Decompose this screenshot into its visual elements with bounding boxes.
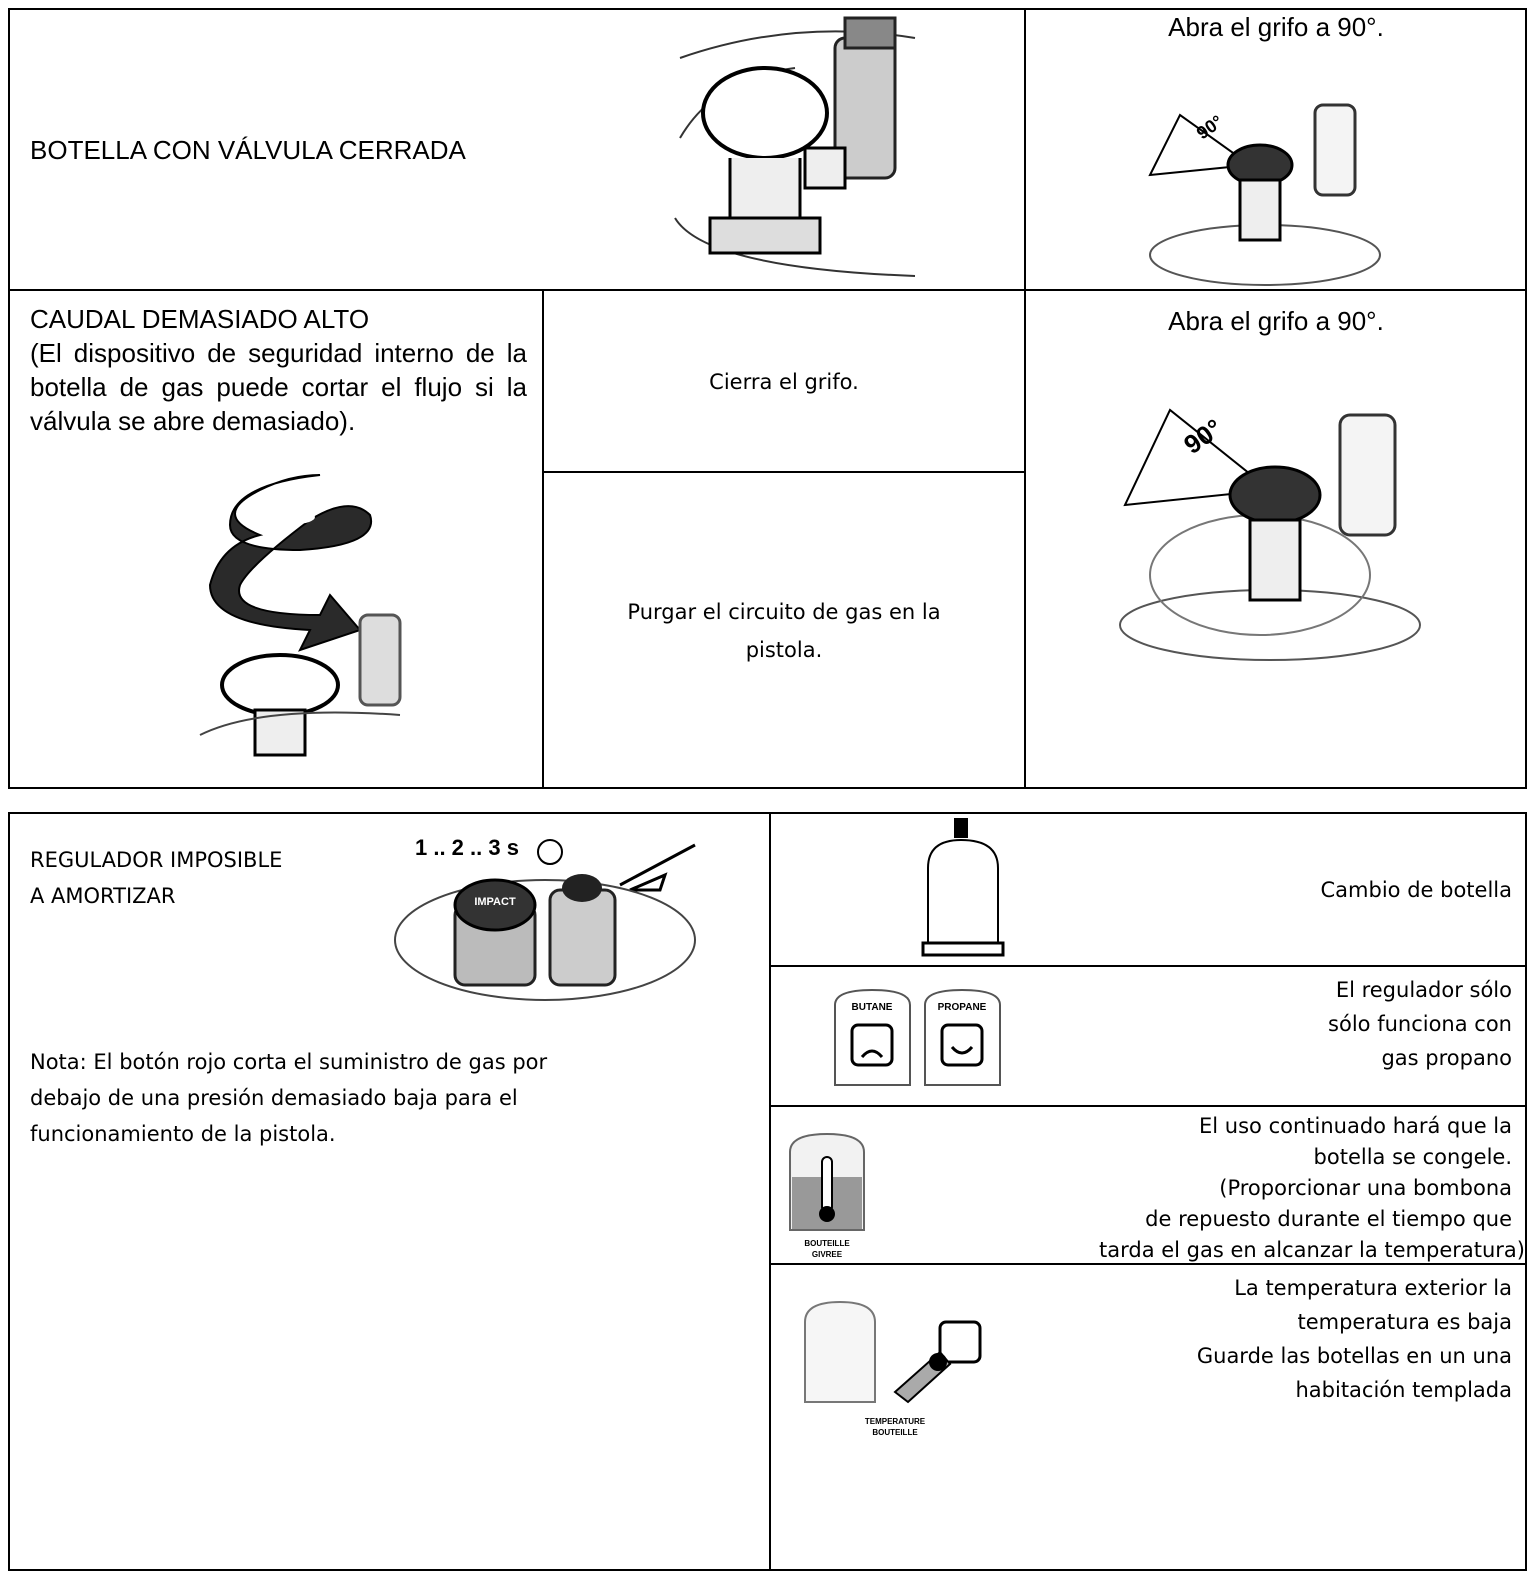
gas-type-icons: BUTANE PROPANE	[834, 988, 1001, 1086]
cause-line: gas propano	[1381, 1046, 1512, 1070]
cause-line: (Proporcionar una bombona	[1219, 1176, 1512, 1200]
problem-title: CAUDAL DEMASIADO ALTO	[30, 304, 370, 334]
cause-line: habitación templada	[1295, 1378, 1512, 1402]
col-divider	[542, 289, 544, 789]
regulator-illustration: 1 .. 2 .. 3 s IMPACT	[394, 835, 696, 1001]
frozen-bottle-icon: BOUTEILLE GIVREE	[789, 1132, 865, 1259]
cause-line: Guarde las botellas en un una	[1196, 1344, 1512, 1368]
problem-line: REGULADOR IMPOSIBLE	[30, 848, 283, 872]
step-1: Cierra el grifo.	[709, 370, 859, 394]
dial-illustration: 90°	[1148, 103, 1381, 286]
temperature-icon: TEMPERATURE BOUTEILLE	[804, 1300, 982, 1437]
row-divider	[769, 965, 1527, 967]
problem-line: A AMORTIZAR	[30, 884, 176, 908]
row-divider	[769, 1263, 1527, 1265]
row-divider	[542, 471, 1026, 473]
solution: Abra el grifo a 90°.	[1168, 306, 1384, 336]
cause-line: sólo funciona con	[1328, 1012, 1512, 1036]
cause-line: El regulador sólo	[1335, 978, 1512, 1002]
icon-label: BOUTEILLE	[804, 1239, 850, 1248]
cause-line: El uso continuado hará que la	[1199, 1114, 1512, 1138]
table-1	[8, 8, 1527, 789]
icon-label: TEMPERATURE	[865, 1417, 926, 1426]
step-2-line: Purgar el circuito de gas en la	[627, 600, 941, 624]
note-line: Nota: El botón rojo corta el suministro …	[30, 1050, 548, 1074]
problem: BOTELLA CON VÁLVULA CERRADA	[30, 135, 466, 165]
cause-line: La temperatura exterior la	[1234, 1276, 1512, 1300]
spiral-illustration	[199, 474, 402, 757]
regulator-label: IMPACT	[474, 896, 516, 908]
row-divider	[769, 1105, 1527, 1107]
timer-label: 1 .. 2 .. 3 s	[415, 835, 519, 860]
note-line: debajo de una presión demasiado baja par…	[30, 1086, 518, 1110]
icon-label: BOUTEILLE	[872, 1428, 918, 1437]
icon-label: BUTANE	[852, 1002, 893, 1013]
valve-illustration	[674, 16, 916, 277]
cause-line: Cambio de botella	[1320, 878, 1512, 902]
solution: Abra el grifo a 90°.	[1168, 12, 1384, 42]
table-2	[8, 812, 1527, 1571]
problem-text: CAUDAL DEMASIADO ALTO (El dispositivo de…	[30, 302, 527, 438]
row-divider	[8, 289, 1527, 291]
note-line: funcionamiento de la pistola.	[30, 1122, 336, 1146]
col-divider	[1024, 8, 1026, 789]
step-2-line: pistola.	[745, 638, 823, 662]
bottle-icon	[921, 818, 1005, 957]
problem-note: (El dispositivo de seguridad interno de …	[30, 338, 527, 436]
icon-label: PROPANE	[938, 1002, 987, 1013]
col-divider	[769, 812, 771, 1571]
dial-illustration: 90°	[1119, 408, 1421, 661]
cause-line: botella se congele.	[1313, 1145, 1512, 1169]
cause-line: temperatura es baja	[1297, 1310, 1512, 1334]
icon-label: GIVREE	[812, 1250, 843, 1259]
cause-line: tarda el gas en alcanzar la temperatura)	[1099, 1238, 1525, 1262]
cause-line: de repuesto durante el tiempo que	[1145, 1207, 1512, 1231]
